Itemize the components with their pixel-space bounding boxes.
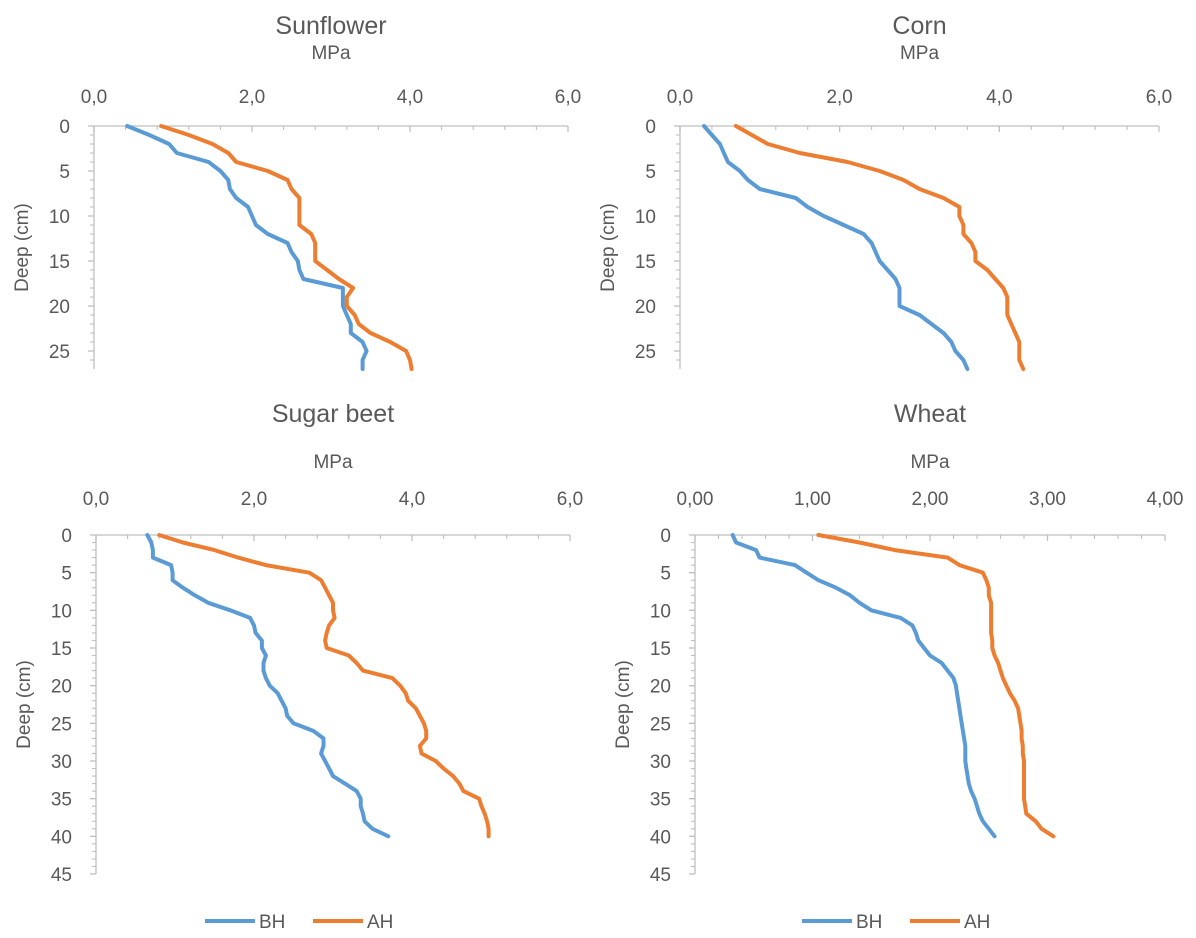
series-line-ah bbox=[733, 124, 1026, 371]
x-tick-label: 0,00 bbox=[677, 489, 714, 510]
y-tick-label: 20 bbox=[635, 297, 656, 318]
y-tick-label: 5 bbox=[61, 564, 72, 585]
legend-label: BH bbox=[856, 912, 882, 933]
y-tick-label: 15 bbox=[51, 639, 72, 660]
y-tick-label: 20 bbox=[49, 297, 70, 318]
y-tick-label: 40 bbox=[51, 827, 72, 848]
y-tick-label: 20 bbox=[650, 677, 671, 698]
y-tick-label: 15 bbox=[650, 639, 671, 660]
x-tick-label: 3,00 bbox=[1029, 489, 1066, 510]
x-tick-label: 6,0 bbox=[1146, 87, 1172, 108]
y-tick-label: 15 bbox=[635, 252, 656, 273]
y-axis-label: Deep (cm) bbox=[613, 660, 634, 749]
x-tick-label: 1,00 bbox=[794, 489, 831, 510]
chart-panel: Sugar beet MPa 0,0 2,0 4,0 6,0 0 5 10 15 20 25 30 35 4… bbox=[14, 400, 583, 886]
x-tick-label: 0,0 bbox=[667, 87, 693, 108]
legend-label: AH bbox=[964, 912, 990, 933]
series-line-ah bbox=[157, 533, 491, 839]
y-tick-label: 40 bbox=[650, 827, 671, 848]
chart-panel: Wheat MPa 0,00 1,00 2,00 3,00 4,00 0 5 10 15 20 25 30… bbox=[613, 400, 1183, 886]
x-tick-label: 2,0 bbox=[241, 489, 267, 510]
y-tick-label: 10 bbox=[650, 601, 671, 622]
x-tick-label: 2,0 bbox=[239, 87, 265, 108]
y-tick-label: 30 bbox=[650, 752, 671, 773]
chart-panel: Sunflower MPa 0,0 2,0 4,0 6,0 0 5 10 15 20 25 Deep (… bbox=[12, 12, 581, 371]
y-tick-label: 25 bbox=[51, 714, 72, 735]
y-tick-label: 25 bbox=[635, 342, 656, 363]
x-tick-label: 0,0 bbox=[83, 489, 109, 510]
y-tick-label: 35 bbox=[51, 790, 72, 811]
y-tick-label: 10 bbox=[49, 207, 70, 228]
legend: BH AH bbox=[205, 912, 393, 933]
chart-title: Sugar beet bbox=[272, 400, 394, 428]
y-tick-label: 5 bbox=[660, 564, 671, 585]
y-tick-label: 0 bbox=[61, 526, 72, 547]
x-tick-label: 4,0 bbox=[399, 489, 425, 510]
y-tick-label: 25 bbox=[49, 342, 70, 363]
x-axis-label: MPa bbox=[910, 452, 950, 473]
x-axis-label: MPa bbox=[900, 43, 940, 64]
series-line-ah bbox=[159, 124, 414, 371]
chart-title: Corn bbox=[892, 12, 946, 40]
series-line-bh bbox=[145, 533, 391, 839]
x-tick-label: 2,00 bbox=[912, 489, 949, 510]
y-tick-label: 25 bbox=[650, 714, 671, 735]
x-tick-label: 0,0 bbox=[81, 87, 107, 108]
x-axis-label: MPa bbox=[311, 43, 351, 64]
legend-label: AH bbox=[367, 912, 393, 933]
x-axis-label: MPa bbox=[313, 452, 353, 473]
y-tick-label: 15 bbox=[49, 252, 70, 273]
y-tick-label: 10 bbox=[51, 601, 72, 622]
x-tick-label: 6,0 bbox=[555, 87, 581, 108]
series-line-bh bbox=[730, 533, 997, 839]
series-line-bh bbox=[702, 124, 970, 371]
y-tick-label: 10 bbox=[635, 207, 656, 228]
y-tick-label: 45 bbox=[650, 865, 671, 886]
y-tick-label: 0 bbox=[645, 117, 656, 138]
y-tick-label: 20 bbox=[51, 677, 72, 698]
chart-title: Sunflower bbox=[275, 12, 386, 40]
x-tick-label: 6,0 bbox=[557, 489, 583, 510]
series-line-bh bbox=[125, 124, 369, 371]
y-tick-label: 5 bbox=[645, 162, 656, 183]
y-axis-label: Deep (cm) bbox=[598, 203, 619, 292]
y-tick-label: 5 bbox=[59, 162, 70, 183]
y-tick-label: 45 bbox=[51, 865, 72, 886]
y-axis-label: Deep (cm) bbox=[12, 203, 33, 292]
x-tick-label: 4,0 bbox=[986, 87, 1012, 108]
legend: BH AH bbox=[802, 912, 990, 933]
y-tick-label: 30 bbox=[51, 752, 72, 773]
legend-label: BH bbox=[259, 912, 285, 933]
y-axis-label: Deep (cm) bbox=[14, 660, 35, 749]
x-tick-label: 2,0 bbox=[826, 87, 852, 108]
y-tick-label: 35 bbox=[650, 790, 671, 811]
y-tick-label: 0 bbox=[59, 117, 70, 138]
x-tick-label: 4,00 bbox=[1147, 489, 1184, 510]
series-line-ah bbox=[816, 533, 1056, 839]
y-tick-label: 0 bbox=[660, 526, 671, 547]
chart-title: Wheat bbox=[894, 400, 966, 428]
chart-panel: Corn MPa 0,0 2,0 4,0 6,0 0 5 10 15 20 25 Deep (cm) bbox=[598, 12, 1172, 371]
x-tick-label: 4,0 bbox=[397, 87, 423, 108]
